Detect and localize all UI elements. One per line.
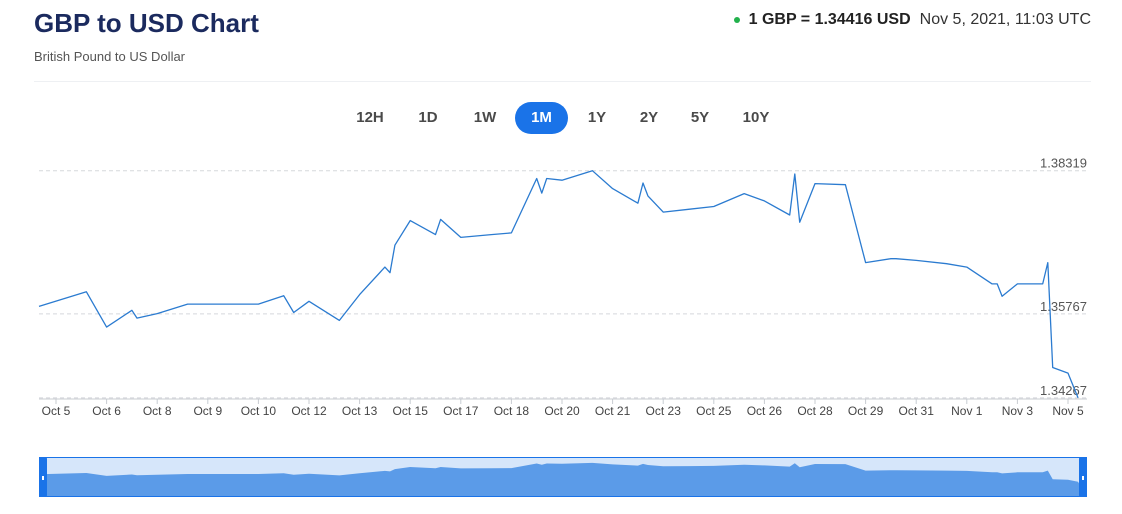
x-tick-label: Oct 9 <box>193 404 222 418</box>
range-tabs: 12H 1D 1W 1M 1Y 2Y 5Y 10Y <box>0 102 1122 134</box>
x-tick-label: Oct 5 <box>42 404 71 418</box>
tab-2y[interactable]: 2Y <box>639 109 659 126</box>
tab-1y[interactable]: 1Y <box>587 109 607 126</box>
reference-labels: 1.38319 1.35767 1.34267 <box>1040 156 1087 398</box>
x-axis-ticks: Oct 5 Oct 6 Oct 8 Oct 9 Oct 10 Oct 12 Oct 13 Oc… <box>42 399 1084 418</box>
reference-label: 1.35767 <box>1040 299 1087 314</box>
reference-label: 1.38319 <box>1040 156 1087 171</box>
x-tick-label: Oct 6 <box>92 404 121 418</box>
x-tick-label: Oct 8 <box>143 404 172 418</box>
tab-12h[interactable]: 12H <box>356 109 384 126</box>
tab-1w[interactable]: 1W <box>473 109 497 126</box>
navigator-area <box>39 462 1087 496</box>
x-tick-label: Oct 23 <box>646 404 682 418</box>
x-tick-label: Oct 28 <box>797 404 833 418</box>
x-tick-label: Oct 21 <box>595 404 631 418</box>
tab-1m[interactable]: 1M <box>515 102 568 134</box>
x-tick-label: Nov 5 <box>1052 404 1084 418</box>
rate-series-line <box>38 170 1079 399</box>
x-tick-label: Oct 12 <box>291 404 327 418</box>
rate-timestamp: Nov 5, 2021, 11:03 UTC <box>919 11 1091 28</box>
navigator-right-grip-icon <box>1082 476 1084 480</box>
x-tick-label: Oct 17 <box>443 404 479 418</box>
x-tick-label: Oct 15 <box>393 404 429 418</box>
x-tick-label: Oct 13 <box>342 404 378 418</box>
tab-5y[interactable]: 5Y <box>690 109 710 126</box>
x-tick-label: Oct 18 <box>494 404 530 418</box>
page-title: GBP to USD Chart <box>34 8 259 38</box>
x-tick-label: Oct 29 <box>848 404 884 418</box>
x-tick-label: Oct 20 <box>544 404 580 418</box>
range-navigator <box>39 457 1087 497</box>
reference-label: 1.34267 <box>1040 383 1087 398</box>
x-tick-label: Oct 10 <box>241 404 277 418</box>
live-status-dot-icon <box>733 17 740 23</box>
navigator-left-grip-icon <box>42 476 44 480</box>
x-tick-label: Nov 1 <box>951 404 983 418</box>
x-tick-label: Nov 3 <box>1002 404 1034 418</box>
reference-lines <box>39 170 1087 399</box>
page-subtitle: British Pound to US Dollar <box>34 49 186 64</box>
current-rate: 1 GBP = 1.34416 USD <box>748 11 911 28</box>
x-tick-label: Oct 31 <box>899 404 935 418</box>
x-tick-label: Oct 25 <box>696 404 732 418</box>
rate-summary: 1 GBP = 1.34416 USD Nov 5, 2021, 11:03 U… <box>733 11 1091 29</box>
header-divider <box>34 81 1091 82</box>
tab-1d[interactable]: 1D <box>418 109 438 126</box>
tab-10y[interactable]: 10Y <box>742 109 770 126</box>
x-tick-label: Oct 26 <box>747 404 783 418</box>
